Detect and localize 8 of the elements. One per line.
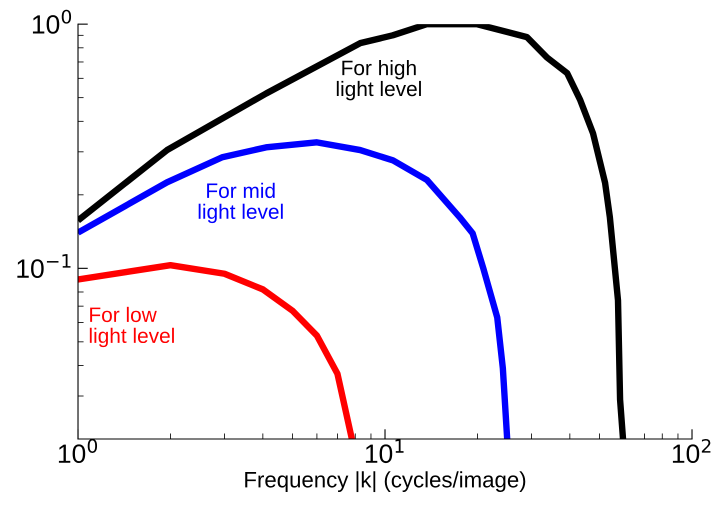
x-tick-label: 10$^{0}$	[58, 438, 98, 464]
x-axis-title: Frequency |k| (cycles/image)	[245, 471, 526, 492]
x-tick-label: 10$^{1}$	[366, 439, 404, 464]
series-label: For mid light level	[198, 182, 283, 224]
y-tick-label: 10$^{−1}$	[17, 254, 70, 278]
series-label: For high light level	[336, 60, 421, 100]
x-tick-label: 10$^{2}$	[672, 438, 710, 464]
series-label: For low light level	[90, 306, 174, 348]
